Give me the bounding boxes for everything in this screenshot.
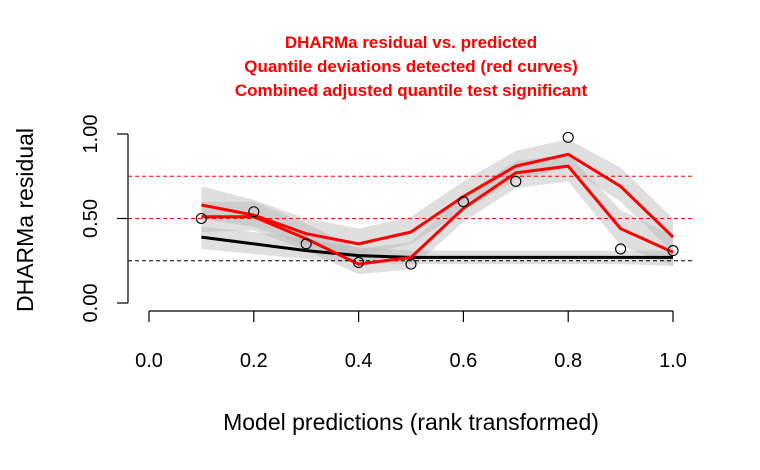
chart-title: DHARMa residual vs. predicted Quantile d… <box>235 33 588 100</box>
x-axis: 0.0 0.2 0.4 0.6 0.8 1.0 <box>135 310 687 372</box>
data-point <box>510 175 522 187</box>
x-tick-label: 1.0 <box>659 350 687 372</box>
x-tick-label: 0.6 <box>449 350 477 372</box>
y-tick-label: 0.50 <box>80 199 102 238</box>
title-line-3: Combined adjusted quantile test signific… <box>235 81 588 100</box>
reference-lines <box>128 175 693 262</box>
y-tick-label: 1.00 <box>80 115 102 154</box>
x-tick-label: 0.2 <box>240 350 268 372</box>
quantile-curves <box>201 152 675 266</box>
data-point <box>457 196 469 208</box>
residual-points <box>195 131 679 270</box>
data-point <box>353 256 365 268</box>
data-point <box>405 258 417 270</box>
x-tick-label: 0.4 <box>345 350 373 372</box>
quantile-curve-2 <box>201 164 674 266</box>
data-point <box>667 245 679 257</box>
x-tick-label: 0.8 <box>554 350 582 372</box>
quantile-curve-1 <box>201 235 673 259</box>
data-point <box>562 131 574 143</box>
x-tick-label: 0.0 <box>135 350 163 372</box>
data-point <box>248 206 260 218</box>
data-point <box>615 243 627 255</box>
title-line-2: Quantile deviations detected (red curves… <box>244 57 577 76</box>
y-tick-label: 0.00 <box>80 284 102 323</box>
quantile-curve-3 <box>201 152 675 246</box>
data-point <box>300 238 312 250</box>
y-axis: 0.00 0.50 1.00 <box>80 115 129 323</box>
x-axis-label: Model predictions (rank transformed) <box>223 409 599 435</box>
data-point <box>195 212 207 225</box>
title-line-1: DHARMa residual vs. predicted <box>285 33 537 52</box>
y-axis-label: DHARMa residual <box>12 128 38 312</box>
